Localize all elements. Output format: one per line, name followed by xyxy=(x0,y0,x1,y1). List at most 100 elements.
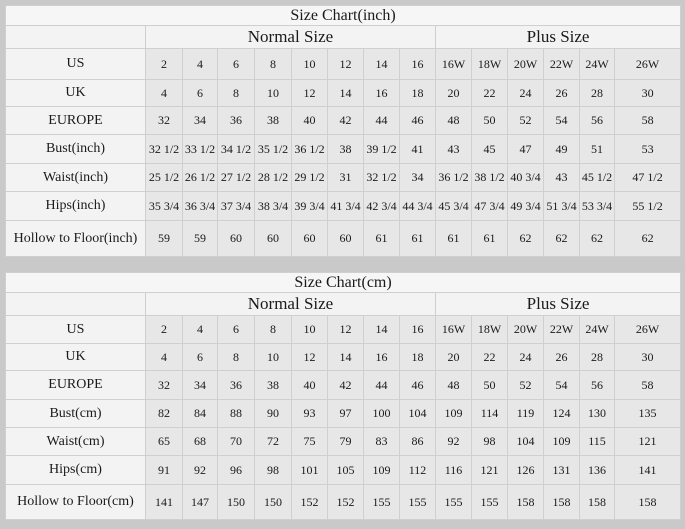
table-cell: 60 xyxy=(291,220,328,257)
table-cell: 43 xyxy=(543,163,580,192)
table-cell: 10 xyxy=(254,343,292,371)
table-cell: 49 3/4 xyxy=(507,191,544,221)
table-row: Hips(cm) 91 92 96 98 101 105 109 112 116 121 126 131… xyxy=(5,455,682,485)
table-cell: 109 xyxy=(543,427,580,456)
table-cell: 34 xyxy=(399,163,436,192)
table-cell: 53 3/4 xyxy=(579,191,615,221)
table-row: US 2 4 6 8 10 12 14 16 16W 18W 20W 22W 24W 26W xyxy=(5,315,682,344)
row-label: Hips(inch) xyxy=(5,191,146,221)
table-cell: 51 3/4 xyxy=(543,191,580,221)
table-cell: 90 xyxy=(254,399,292,428)
table-cell: 59 xyxy=(182,220,218,257)
table-cell: 109 xyxy=(435,399,472,428)
table-cell: 79 xyxy=(327,427,364,456)
table-cell: 72 xyxy=(254,427,292,456)
blank-cell xyxy=(5,25,146,49)
table-cell: 16 xyxy=(399,315,436,344)
table-cell: 62 xyxy=(507,220,544,257)
size-chart-cm: Size Chart(cm) Normal Size Plus Size US 2 4 6 8… xyxy=(4,272,682,520)
table-row: Bust(inch) 32 1/2 33 1/2 34 1/2 35 1/2 36 1/2… xyxy=(5,134,682,164)
table-cell: 121 xyxy=(471,455,508,485)
table-cell: 24 xyxy=(507,79,544,107)
row-label: Hollow to Floor(inch) xyxy=(5,220,146,257)
table-cell: 147 xyxy=(182,484,218,520)
table-cell: 61 xyxy=(363,220,400,257)
table-cell: 130 xyxy=(579,399,615,428)
table-cell: 86 xyxy=(399,427,436,456)
table-cell: 8 xyxy=(217,79,255,107)
table-cell: 38 xyxy=(254,106,292,135)
table-cell: 22W xyxy=(543,48,580,80)
table-cell: 30 xyxy=(613,79,682,107)
table-cell: 158 xyxy=(613,484,682,520)
title-row: Size Chart(cm) xyxy=(4,272,682,293)
table-cell: 58 xyxy=(613,370,682,400)
table-cell: 12 xyxy=(291,343,328,371)
table-cell: 38 xyxy=(254,370,292,400)
table-cell: 20W xyxy=(507,315,544,344)
table-cell: 124 xyxy=(543,399,580,428)
table-cell: 82 xyxy=(145,399,183,428)
table-cell: 75 xyxy=(291,427,328,456)
table-cell: 41 xyxy=(399,134,436,164)
table-cell: 114 xyxy=(471,399,508,428)
group-normal-size: Normal Size xyxy=(145,292,436,316)
table-cell: 10 xyxy=(291,48,328,80)
table-cell: 26W xyxy=(613,48,682,80)
table-row: Bust(cm) 82 84 88 90 93 97 100 104 109 114 119 124 13… xyxy=(5,399,682,428)
row-label: Bust(inch) xyxy=(5,134,146,164)
table-row: Hollow to Floor(cm) 141 147 150 150 152 152 155… xyxy=(5,484,682,520)
table-cell: 22W xyxy=(543,315,580,344)
table-cell: 136 xyxy=(579,455,615,485)
table-cell: 4 xyxy=(145,343,183,371)
table-cell: 36 1/2 xyxy=(291,134,328,164)
table-cell: 42 3/4 xyxy=(363,191,400,221)
table-cell: 152 xyxy=(291,484,328,520)
table-cell: 155 xyxy=(435,484,472,520)
table-cell: 135 xyxy=(613,399,682,428)
table-cell: 47 1/2 xyxy=(613,163,682,192)
table-cell: 158 xyxy=(543,484,580,520)
table-row: US 2 4 6 8 10 12 14 16 16W 18W 20W 22W 24W 26W xyxy=(5,48,682,80)
table-cell: 101 xyxy=(291,455,328,485)
table-cell: 97 xyxy=(327,399,364,428)
table-cell: 29 1/2 xyxy=(291,163,328,192)
table-cell: 25 1/2 xyxy=(145,163,183,192)
table-cell: 34 1/2 xyxy=(217,134,255,164)
table-cell: 98 xyxy=(471,427,508,456)
table-cell: 8 xyxy=(254,315,292,344)
table-cell: 16W xyxy=(435,48,472,80)
table-cell: 35 3/4 xyxy=(145,191,183,221)
table-cell: 52 xyxy=(507,106,544,135)
table-cell: 60 xyxy=(217,220,255,257)
table-cell: 158 xyxy=(507,484,544,520)
table-cell: 44 3/4 xyxy=(399,191,436,221)
table-cell: 60 xyxy=(254,220,292,257)
row-label: US xyxy=(5,315,146,344)
table-cell: 39 3/4 xyxy=(291,191,328,221)
table-cell: 150 xyxy=(254,484,292,520)
row-label: US xyxy=(5,48,146,80)
table-cell: 56 xyxy=(579,106,615,135)
table-cell: 2 xyxy=(145,48,183,80)
table-cell: 62 xyxy=(613,220,682,257)
group-plus-size: Plus Size xyxy=(434,25,682,49)
table-cell: 61 xyxy=(471,220,508,257)
table-cell: 121 xyxy=(613,427,682,456)
table-cell: 41 3/4 xyxy=(327,191,364,221)
table-cell: 42 xyxy=(327,106,364,135)
table-cell: 38 xyxy=(327,134,364,164)
table-cell: 109 xyxy=(363,455,400,485)
table-cell: 10 xyxy=(254,79,292,107)
table-cell: 32 xyxy=(145,370,183,400)
table-cell: 36 xyxy=(217,106,255,135)
size-chart-inch: Size Chart(inch) Normal Size Plus Size US 2 4… xyxy=(4,5,682,257)
table-cell: 93 xyxy=(291,399,328,428)
table-cell: 38 1/2 xyxy=(471,163,508,192)
table-cell: 39 1/2 xyxy=(363,134,400,164)
table-cell: 155 xyxy=(471,484,508,520)
table-cell: 6 xyxy=(217,315,255,344)
table-cell: 47 3/4 xyxy=(471,191,508,221)
table-cell: 51 xyxy=(579,134,615,164)
table-cell: 32 1/2 xyxy=(145,134,183,164)
